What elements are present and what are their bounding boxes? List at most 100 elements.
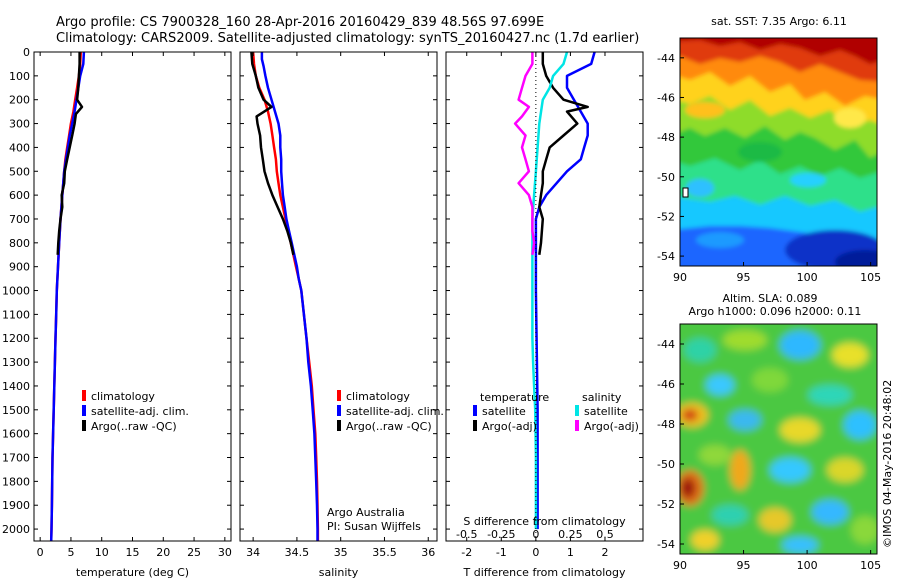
map-x-tick-label: 90 [673, 559, 687, 572]
depth-tick-label: 1500 [2, 404, 30, 417]
s-difference-tick-label: 0.25 [558, 528, 583, 541]
map-y-tick-label: -46 [657, 91, 675, 104]
s-difference-tick-label: -0.5 [456, 528, 477, 541]
depth-tick-label: 100 [9, 70, 30, 83]
legend-swatch [473, 405, 477, 416]
temperature-profile-panel: 0100200300400500600700800900100011001200… [2, 46, 232, 579]
series-line-satellite-adj-clim [260, 52, 319, 541]
x-tick-label: 5 [67, 546, 74, 559]
x-tick-label: 2 [601, 546, 608, 559]
plot-frame [445, 51, 644, 542]
series-line-climatology [251, 51, 320, 541]
sst-map-axes: 90 95 100 105 -44 -46 -48 -50 -52 -54 [657, 52, 881, 284]
x-tick-label: -1 [496, 546, 507, 559]
map-y-tick-label: -54 [657, 538, 675, 551]
depth-tick-label: 500 [9, 165, 30, 178]
salinity-profile-panel: 34 34.5 35 35.5 36 salinity Argo AustraliaPI: … [239, 51, 444, 579]
depth-tick-label: 800 [9, 237, 30, 250]
legend: climatology satellite-adj. clim. Argo(..ra… [337, 390, 444, 433]
legend-item-label: satellite [584, 405, 628, 418]
series-line-satellite-adj-clim [49, 51, 86, 542]
depth-tick-label: 1000 [2, 285, 30, 298]
map-y-tick-label: -48 [657, 418, 675, 431]
legend-swatch [337, 405, 341, 416]
legend-swatch [337, 390, 341, 401]
legend-item-label: climatology [346, 390, 410, 403]
legend-item-label: Argo(-adj) [482, 420, 537, 433]
x-tick-label: 0 [532, 546, 539, 559]
sla-map-title-line1: Altim. SLA: 0.089 [722, 292, 817, 305]
series-line-argo-raw-qc [56, 52, 84, 255]
depth-tick-label: 1400 [2, 380, 30, 393]
sst-map-title: sat. SST: 7.35 Argo: 6.11 [711, 15, 847, 28]
legend-item-label: satellite [482, 405, 526, 418]
depth-tick-label: 600 [9, 189, 30, 202]
x-tick-label: 35 [334, 546, 348, 559]
legend-swatch [82, 390, 86, 401]
map-x-tick-label: 95 [737, 559, 751, 572]
x-tick-label: 25 [187, 546, 201, 559]
depth-tick-label: 0 [23, 46, 30, 59]
x-tick-label: 15 [126, 546, 140, 559]
x-tick-label: 35.5 [372, 546, 397, 559]
x-tick-label: 34.5 [285, 546, 310, 559]
legend-swatch [575, 420, 579, 431]
legend-item-label: satellite-adj. clim. [346, 405, 444, 418]
map-y-tick-label: -54 [657, 250, 675, 263]
x-tick-label: 34 [246, 546, 260, 559]
series-line-temperature-argo-adj [538, 52, 589, 255]
map-x-tick-label: 100 [797, 271, 818, 284]
depth-tick-label: 1700 [2, 452, 30, 465]
x-tick-label: 30 [218, 546, 232, 559]
depth-tick-label: 700 [9, 213, 30, 226]
figure-title-line1: Argo profile: CS 7900328_160 28-Apr-2016… [56, 15, 544, 30]
map-x-tick-label: 105 [860, 271, 881, 284]
legend-item-label: Argo(..raw -QC) [346, 420, 432, 433]
imos-credit: ©IMOS 04-May-2016 20:48:02 [881, 380, 894, 548]
difference-profile-panel: -2 -1 0 1 2 T difference from climatology S di… [445, 51, 644, 579]
figure-title-line2: Climatology: CARS2009. Satellite-adjuste… [56, 31, 639, 46]
sla-heatmap [680, 324, 877, 554]
x-tick-label: -2 [461, 546, 472, 559]
argo-float-position-marker [682, 187, 689, 198]
x-tick-label: 10 [95, 546, 109, 559]
series-line-argo-raw-qc [250, 51, 295, 256]
legend-item-label: satellite-adj. clim. [91, 405, 189, 418]
depth-tick-label: 200 [9, 94, 30, 107]
depth-tick-label: 900 [9, 261, 30, 274]
x-tick-label: 1 [567, 546, 574, 559]
series-line-salinity-argo-adj [513, 52, 536, 255]
legend-header-salinity: salinity [582, 391, 622, 404]
depth-tick-label: 1800 [2, 475, 30, 488]
map-x-tick-label: 95 [737, 271, 751, 284]
s-difference-tick-label: -0.25 [487, 528, 515, 541]
depth-tick-label: 2000 [2, 523, 30, 536]
x-axis-label: T difference from climatology [463, 566, 626, 579]
legend-swatch [575, 405, 579, 416]
sla-map-frame [679, 323, 878, 555]
depth-tick-label: 300 [9, 118, 30, 131]
x-tick-label: 20 [156, 546, 170, 559]
legend: temperature salinitysatelliteArgo(-adj)sa… [473, 391, 639, 433]
s-difference-axis-label: S difference from climatology [463, 515, 626, 528]
s-difference-tick-label: 0.5 [596, 528, 614, 541]
legend-swatch [82, 405, 86, 416]
depth-tick-label: 1600 [2, 428, 30, 441]
depth-tick-label: 400 [9, 141, 30, 154]
map-y-tick-label: -52 [657, 210, 675, 223]
panel-annotation: Argo Australia [327, 506, 405, 519]
x-axis-label: temperature (deg C) [76, 566, 189, 579]
s-difference-tick-label: 0 [532, 528, 539, 541]
legend-item-label: Argo(-adj) [584, 420, 639, 433]
panel-annotation: PI: Susan Wijffels [327, 520, 421, 533]
depth-tick-label: 1300 [2, 356, 30, 369]
sst-map-frame [679, 37, 878, 267]
sst-heatmap [680, 38, 877, 266]
depth-tick-label: 1900 [2, 499, 30, 512]
map-y-tick-label: -44 [657, 338, 675, 351]
sla-map-axes: 90 95 100 105 -44 -46 -48 -50 -52 -54 [657, 338, 881, 572]
plot-frame [33, 51, 232, 542]
x-tick-label: 36 [421, 546, 435, 559]
map-x-tick-label: 90 [673, 271, 687, 284]
